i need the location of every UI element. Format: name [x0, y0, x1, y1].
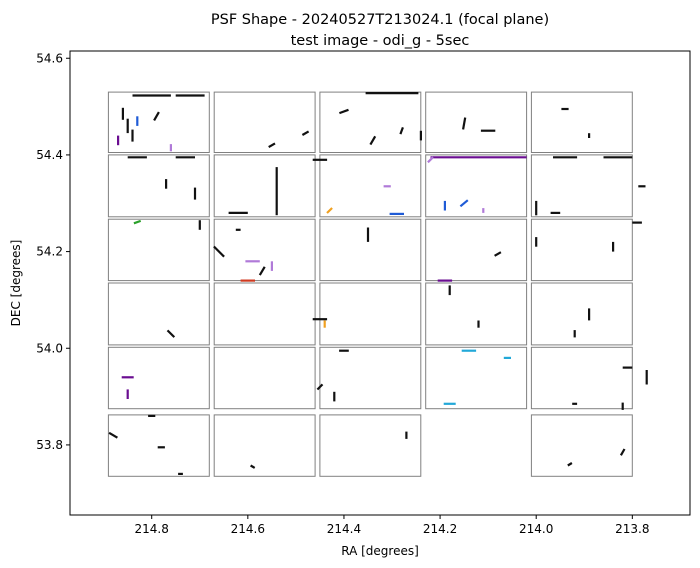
psf-whisker [427, 156, 434, 164]
x-tick-label: 213.8 [615, 522, 649, 536]
psf-whisker [268, 142, 276, 149]
y-axis: 53.8 54.0 54.2 54.4 54.6 [36, 51, 70, 452]
ccd-outline [530, 282, 633, 346]
ccd-outline [107, 91, 210, 153]
ccd-outline [213, 282, 316, 346]
psf-whisker [399, 127, 404, 135]
ccd-outline [319, 218, 422, 282]
ccd-outline [213, 154, 316, 218]
psf-whisker [494, 251, 502, 257]
y-tick-label: 54.2 [36, 245, 63, 259]
axes-frame [69, 50, 691, 516]
psf-whisker [462, 117, 467, 130]
psf-whisker [153, 111, 160, 121]
y-axis-label: DEC [degrees] [9, 240, 23, 327]
psf-whiskers [108, 91, 648, 475]
y-tick-label: 54.6 [36, 51, 63, 65]
ccd-outline [213, 414, 316, 477]
ccd-outline [107, 218, 210, 282]
psf-whisker [301, 130, 310, 136]
psf-whisker [213, 245, 225, 258]
ccd-outline [530, 414, 633, 477]
y-tick-label: 54.4 [36, 148, 63, 162]
y-tick-label: 53.8 [36, 438, 63, 452]
chart-title: PSF Shape - 20240527T213024.1 (focal pla… [211, 12, 549, 28]
ccd-outline [213, 218, 316, 282]
ccd-outline [213, 91, 316, 153]
psf-whisker [326, 207, 333, 214]
plot-area [107, 91, 648, 477]
psf-whisker [339, 108, 349, 115]
ccd-outline [319, 346, 422, 410]
ccd-outline [107, 154, 210, 218]
ccd-outline [213, 346, 316, 410]
x-axis: 214.8 214.6 214.4 214.2 214.0 213.8 [135, 515, 650, 536]
ccd-outline [425, 282, 528, 346]
psf-whisker [108, 431, 118, 439]
ccd-outline [530, 154, 633, 218]
ccd-outline [319, 154, 422, 218]
psf-whisker [133, 219, 142, 225]
psf-whisker [316, 383, 324, 391]
ccd-outline [107, 414, 210, 477]
ccd-outline [319, 282, 422, 346]
ccd-outline [530, 91, 633, 153]
psf-whisker [459, 199, 469, 208]
ccd-outline [107, 282, 210, 346]
psf-whisker [250, 464, 256, 469]
psf-whisker [567, 462, 573, 467]
psf-whisker [619, 448, 626, 456]
ccd-outline [319, 414, 422, 477]
x-tick-label: 214.6 [231, 522, 265, 536]
ccd-outline [530, 346, 633, 410]
x-tick-label: 214.2 [423, 522, 457, 536]
psf-whisker [369, 135, 377, 146]
ccd-outline [425, 218, 528, 282]
ccd-outline [425, 154, 528, 218]
ccd-outlines [107, 91, 633, 477]
psf-whisker [258, 266, 266, 276]
ccd-outline [425, 91, 528, 153]
y-tick-label: 54.0 [36, 341, 63, 355]
psf-whisker [166, 329, 176, 338]
chart-subtitle: test image - odi_g - 5sec [291, 33, 470, 49]
x-axis-label: RA [degrees] [341, 544, 419, 558]
x-tick-label: 214.4 [327, 522, 361, 536]
ccd-outline [530, 218, 633, 282]
x-tick-label: 214.8 [135, 522, 169, 536]
x-tick-label: 214.0 [519, 522, 553, 536]
ccd-outline [107, 346, 210, 410]
ccd-outline [425, 346, 528, 410]
